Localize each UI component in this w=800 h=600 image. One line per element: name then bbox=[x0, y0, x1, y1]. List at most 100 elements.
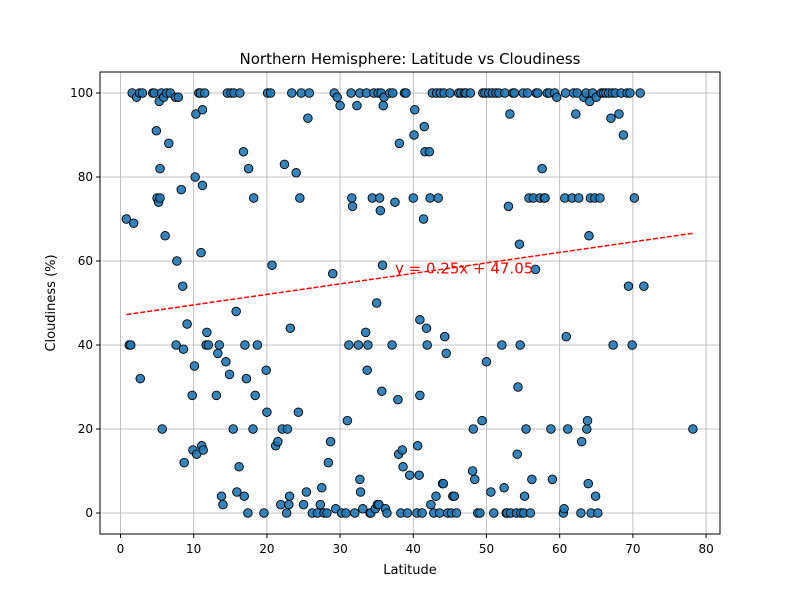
data-point bbox=[584, 479, 593, 488]
data-point bbox=[348, 202, 357, 211]
data-point bbox=[538, 164, 547, 173]
data-point bbox=[426, 194, 435, 203]
data-point bbox=[593, 509, 602, 518]
data-point bbox=[353, 101, 362, 110]
data-point bbox=[251, 391, 260, 400]
data-point bbox=[219, 500, 228, 509]
data-point bbox=[232, 307, 241, 316]
data-point bbox=[388, 341, 397, 350]
data-point bbox=[383, 509, 392, 518]
data-point bbox=[249, 425, 258, 434]
data-point bbox=[364, 341, 373, 350]
data-point bbox=[165, 139, 174, 148]
data-point bbox=[516, 341, 525, 350]
data-point bbox=[304, 114, 313, 123]
data-point bbox=[420, 122, 429, 131]
data-point bbox=[435, 509, 444, 518]
data-point bbox=[283, 425, 292, 434]
data-point bbox=[500, 89, 509, 98]
data-point bbox=[379, 101, 388, 110]
data-point bbox=[514, 383, 523, 392]
data-point bbox=[356, 475, 365, 484]
data-point bbox=[523, 89, 532, 98]
plot-area bbox=[100, 72, 720, 534]
chart-title: Northern Hemisphere: Latitude vs Cloudin… bbox=[240, 50, 581, 68]
data-point bbox=[136, 374, 145, 383]
data-point bbox=[200, 89, 209, 98]
data-point bbox=[354, 341, 363, 350]
data-point bbox=[399, 463, 408, 472]
data-point bbox=[469, 425, 478, 434]
data-point bbox=[342, 509, 351, 518]
data-point bbox=[222, 358, 231, 367]
data-point bbox=[156, 194, 165, 203]
data-point bbox=[299, 500, 308, 509]
data-point bbox=[152, 127, 161, 136]
data-point bbox=[561, 89, 570, 98]
data-point bbox=[416, 391, 425, 400]
data-point bbox=[287, 89, 296, 98]
data-point bbox=[282, 509, 291, 518]
data-point bbox=[178, 282, 187, 291]
data-point bbox=[422, 324, 431, 333]
data-point bbox=[138, 89, 147, 98]
data-point bbox=[328, 269, 337, 278]
y-tick-label: 0 bbox=[85, 506, 93, 520]
data-point bbox=[158, 425, 167, 434]
x-axis-label: Latitude bbox=[383, 563, 437, 578]
data-point bbox=[391, 198, 400, 207]
data-point bbox=[348, 194, 357, 203]
data-point bbox=[513, 450, 522, 459]
data-point bbox=[432, 492, 441, 501]
data-point bbox=[402, 89, 411, 98]
data-point bbox=[409, 194, 418, 203]
data-point bbox=[520, 492, 529, 501]
data-point bbox=[440, 332, 449, 341]
data-point bbox=[434, 194, 443, 203]
data-point bbox=[363, 366, 372, 375]
x-tick-label: 40 bbox=[406, 542, 421, 556]
data-point bbox=[526, 509, 535, 518]
data-point bbox=[619, 131, 628, 140]
y-tick-label: 100 bbox=[70, 86, 93, 100]
data-point bbox=[292, 169, 301, 178]
data-point bbox=[296, 194, 305, 203]
data-point bbox=[500, 484, 509, 493]
data-point bbox=[482, 358, 491, 367]
data-point bbox=[236, 89, 245, 98]
data-point bbox=[413, 442, 422, 451]
data-point bbox=[560, 505, 569, 514]
data-point bbox=[214, 349, 223, 358]
data-point bbox=[615, 110, 624, 119]
data-point bbox=[343, 416, 352, 425]
data-point bbox=[522, 425, 531, 434]
data-point bbox=[626, 89, 635, 98]
data-point bbox=[510, 89, 519, 98]
x-tick-label: 20 bbox=[259, 542, 274, 556]
data-point bbox=[183, 320, 192, 329]
data-point bbox=[630, 194, 639, 203]
data-point bbox=[203, 328, 212, 337]
data-point bbox=[274, 437, 283, 446]
data-point bbox=[191, 173, 200, 182]
data-point bbox=[244, 164, 253, 173]
data-point bbox=[260, 509, 269, 518]
data-point bbox=[179, 345, 188, 354]
data-point bbox=[323, 509, 332, 518]
data-point bbox=[305, 89, 314, 98]
data-point bbox=[244, 509, 253, 518]
data-point bbox=[350, 509, 359, 518]
data-point bbox=[268, 261, 277, 270]
data-point bbox=[215, 341, 224, 350]
data-point bbox=[452, 509, 461, 518]
data-point bbox=[547, 425, 556, 434]
data-point bbox=[636, 89, 645, 98]
data-point bbox=[297, 89, 306, 98]
data-point bbox=[552, 93, 561, 102]
data-point bbox=[450, 492, 459, 501]
data-point bbox=[285, 500, 294, 509]
data-point bbox=[416, 316, 425, 325]
data-point bbox=[624, 282, 633, 291]
data-point bbox=[324, 458, 333, 467]
data-point bbox=[294, 408, 303, 417]
